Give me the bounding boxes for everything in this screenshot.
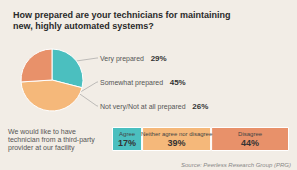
svg-text:Somewhat prepared: Somewhat prepared [100, 79, 163, 87]
svg-text:39%: 39% [168, 138, 186, 148]
svg-text:Disagree: Disagree [238, 131, 263, 137]
svg-text:technician from a third-party: technician from a third-party [8, 136, 95, 144]
svg-text:45%: 45% [170, 78, 186, 87]
svg-text:How prepared are your technici: How prepared are your technicians for ma… [13, 10, 231, 20]
svg-text:Agree: Agree [119, 131, 136, 137]
svg-text:29%: 29% [151, 54, 167, 63]
svg-text:Source: Peerless Research Grou: Source: Peerless Research Group (PRG) [181, 162, 291, 168]
svg-text:new, highly automated systems?: new, highly automated systems? [13, 21, 154, 31]
svg-text:26%: 26% [192, 102, 208, 111]
svg-text:44%: 44% [241, 138, 259, 148]
svg-text:We would like to have: We would like to have [8, 128, 76, 135]
svg-text:Very prepared: Very prepared [100, 55, 144, 63]
svg-text:17%: 17% [118, 138, 136, 148]
svg-text:Neither agree nor disagree: Neither agree nor disagree [141, 131, 213, 137]
svg-text:Not very/Not at all prepared: Not very/Not at all prepared [100, 103, 186, 111]
svg-text:provider at our facility: provider at our facility [8, 144, 75, 152]
